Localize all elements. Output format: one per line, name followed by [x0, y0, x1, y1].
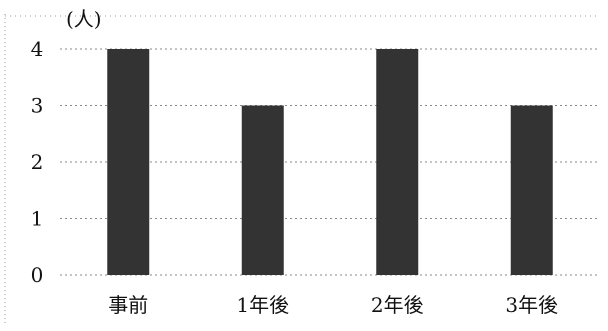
x-category-label: 1年後 [236, 293, 289, 317]
x-category-label: 事前 [108, 293, 148, 317]
bar-3 [376, 49, 419, 275]
y-tick-labels: 0 1 2 3 4 [31, 37, 44, 287]
y-tick-label: 2 [31, 150, 44, 174]
x-category-label: 2年後 [371, 293, 424, 317]
x-category-labels: 事前 1年後 2年後 3年後 [108, 293, 558, 317]
y-tick-label: 1 [31, 207, 44, 231]
bar-4 [510, 105, 553, 275]
bar-1 [107, 49, 150, 275]
y-axis-unit-label: (人) [66, 7, 102, 31]
y-tick-label: 3 [31, 94, 44, 118]
bars [107, 49, 553, 275]
y-tick-label: 0 [31, 263, 44, 287]
x-category-label: 3年後 [505, 293, 558, 317]
bar-2 [241, 105, 284, 275]
y-tick-label: 4 [31, 37, 44, 61]
